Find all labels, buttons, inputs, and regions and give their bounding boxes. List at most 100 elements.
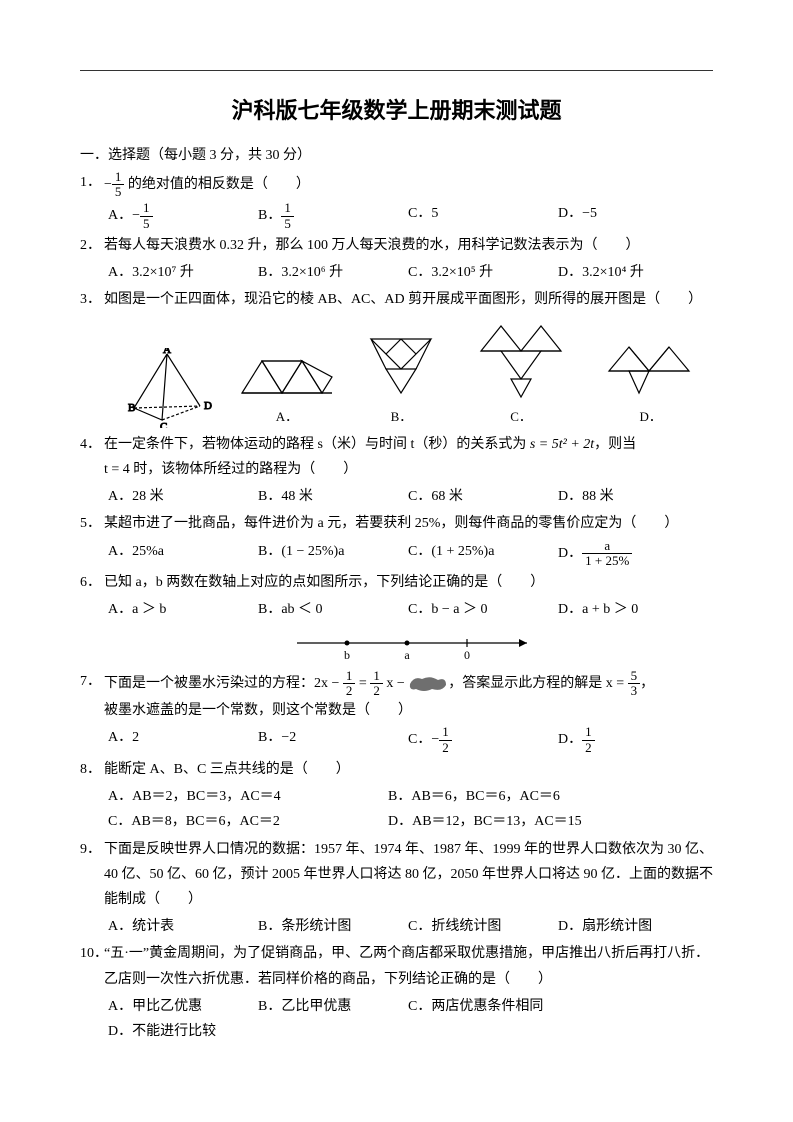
q4-option-a: A．28 米 (108, 484, 238, 509)
q10-number: 10． (80, 941, 108, 966)
q5-option-a: A．25%a (108, 539, 238, 569)
q2-option-a: A．3.2×10⁷ 升 (108, 260, 238, 285)
q10-option-a: A．甲比乙优惠 (108, 994, 238, 1019)
q10-option-c: C．两店优惠条件相同 (408, 994, 543, 1019)
q3-figure-a: A． (237, 353, 337, 428)
q5-option-d: D．a1 + 25% (558, 539, 688, 569)
q8-options: A．AB＝2，BC＝3，AC＝4 B．AB＝6，BC＝6，AC＝6 C．AB＝8… (108, 784, 713, 834)
question-10: 10． “五·一”黄金周期间，为了促销商品，甲、乙两个商店都采取优惠措施，甲店推… (80, 941, 713, 991)
q4-number: 4． (80, 432, 101, 457)
numberline-icon: b a 0 (287, 629, 547, 663)
q6-option-b: B．ab ＜ 0 (258, 597, 388, 622)
q3-figure-c: C． (466, 321, 576, 428)
question-6: 6． 已知 a，b 两数在数轴上对应的点如图所示，下列结论正确的是（ ） (80, 570, 713, 595)
q10-option-b: B．乙比甲优惠 (258, 994, 388, 1019)
q7-option-c: C．−12 (408, 725, 538, 755)
q8-option-c: C．AB＝8，BC＝6，AC＝2 (108, 809, 368, 834)
svg-text:A: A (163, 348, 171, 356)
q8-number: 8． (80, 757, 101, 782)
question-4: 4． 在一定条件下，若物体运动的路程 s（米）与时间 t（秒）的关系式为 s =… (80, 432, 713, 482)
net-d-icon (601, 341, 701, 401)
question-1: 1． −15 的绝对值的相反数是（ ） (80, 170, 713, 200)
q1-stem-post: 的绝对值的相反数是（ ） (124, 177, 310, 192)
net-a-icon (237, 353, 337, 401)
svg-text:D: D (204, 400, 212, 412)
q1-stem-pre: − (104, 177, 112, 192)
q1-option-b: B．15 (258, 201, 388, 231)
q6-options: A．a ＞ b B．ab ＜ 0 C．b − a ＞ 0 D．a + b ＞ 0 (108, 597, 713, 622)
q10-stem: “五·一”黄金周期间，为了促销商品，甲、乙两个商店都采取优惠措施，甲店推出八折后… (104, 946, 709, 986)
q2-number: 2． (80, 233, 101, 258)
ink-smudge-icon (408, 671, 448, 696)
q4-option-c: C．68 米 (408, 484, 538, 509)
q4-stem1: 在一定条件下，若物体运动的路程 s（米）与时间 t（秒）的关系式为 (104, 437, 530, 452)
svg-text:0: 0 (464, 648, 470, 662)
q6-numberline: b a 0 (120, 629, 713, 663)
q1-option-c: C．5 (408, 201, 538, 231)
q4-option-b: B．48 米 (258, 484, 388, 509)
q1-option-a: A．−15 (108, 201, 238, 231)
net-b-icon (361, 331, 441, 401)
q6-option-d: D．a + b ＞ 0 (558, 597, 688, 622)
q6-option-c: C．b − a ＞ 0 (408, 597, 538, 622)
q10-option-d: D．不能进行比较 (108, 1019, 238, 1044)
top-rule (80, 70, 713, 71)
q5-number: 5． (80, 511, 101, 536)
q2-option-c: C．3.2×10⁵ 升 (408, 260, 538, 285)
q9-options: A．统计表 B．条形统计图 C．折线统计图 D．扇形统计图 (108, 914, 713, 939)
q4-stem3: t = 4 时，该物体所经过的路程为（ ） (104, 462, 357, 477)
q9-option-c: C．折线统计图 (408, 914, 538, 939)
q2-option-b: B．3.2×10⁶ 升 (258, 260, 388, 285)
q7-stem2: 被墨水遮盖的是一个常数，则这个常数是（ ） (104, 703, 412, 718)
q9-number: 9． (80, 837, 101, 862)
q3-figures: A B C D A． B． C． (110, 321, 713, 428)
q7-option-a: A．2 (108, 725, 238, 755)
q8-option-d: D．AB＝12，BC＝13，AC＝15 (388, 809, 648, 834)
q4-option-d: D．88 米 (558, 484, 688, 509)
q1-frac: 15 (112, 170, 125, 200)
question-3: 3． 如图是一个正四面体，现沿它的棱 AB、AC、AD 剪开展成平面图形，则所得… (80, 287, 713, 312)
q6-number: 6． (80, 570, 101, 595)
q7-options: A．2 B．−2 C．−12 D．12 (108, 725, 713, 755)
q1-number: 1． (80, 170, 101, 195)
q10-options: A．甲比乙优惠 B．乙比甲优惠 C．两店优惠条件相同 D．不能进行比较 (108, 994, 713, 1044)
q5-stem: 某超市进了一批商品，每件进价为 a 元，若要获利 25%，则每件商品的零售价应定… (104, 516, 678, 531)
q8-stem: 能断定 A、B、C 三点共线的是（ ） (104, 762, 350, 777)
q8-option-b: B．AB＝6，BC＝6，AC＝6 (388, 784, 648, 809)
q7-option-d: D．12 (558, 725, 688, 755)
q7-option-b: B．−2 (258, 725, 388, 755)
q6-option-a: A．a ＞ b (108, 597, 238, 622)
q9-option-a: A．统计表 (108, 914, 238, 939)
question-8: 8． 能断定 A、B、C 三点共线的是（ ） (80, 757, 713, 782)
q3-figure-d: D． (601, 341, 701, 428)
q9-option-b: B．条形统计图 (258, 914, 388, 939)
tetrahedron-icon: A B C D (122, 348, 212, 428)
q7-stem-a: 下面是一个被墨水污染过的方程：2x − (104, 676, 343, 691)
svg-text:b: b (344, 648, 350, 662)
svg-text:C: C (160, 421, 167, 428)
q3-tetra: A B C D (122, 348, 212, 428)
q1-options: A．−15 B．15 C．5 D．−5 (108, 201, 713, 231)
q8-option-a: A．AB＝2，BC＝3，AC＝4 (108, 784, 368, 809)
q5-option-b: B．(1 − 25%)a (258, 539, 388, 569)
q3-number: 3． (80, 287, 101, 312)
q2-option-d: D．3.2×10⁴ 升 (558, 260, 688, 285)
q7-number: 7． (80, 669, 101, 694)
question-2: 2． 若每人每天浪费水 0.32 升，那么 100 万人每天浪费的水，用科学记数… (80, 233, 713, 258)
q5-option-c: C．(1 + 25%)a (408, 539, 538, 569)
q2-stem: 若每人每天浪费水 0.32 升，那么 100 万人每天浪费的水，用科学记数法表示… (104, 238, 640, 253)
question-9: 9． 下面是反映世界人口情况的数据：1957 年、1974 年、1987 年、1… (80, 837, 713, 913)
question-7: 7． 下面是一个被墨水污染过的方程：2x − 12 = 12 x − ，答案显示… (80, 669, 713, 724)
svg-text:B: B (128, 402, 135, 414)
q4-options: A．28 米 B．48 米 C．68 米 D．88 米 (108, 484, 713, 509)
q9-stem: 下面是反映世界人口情况的数据：1957 年、1974 年、1987 年、1999… (104, 842, 713, 907)
q3-figure-b: B． (361, 331, 441, 428)
q9-option-d: D．扇形统计图 (558, 914, 688, 939)
q4-stem2: ，则当 (594, 437, 636, 452)
svg-text:a: a (404, 648, 410, 662)
page-title: 沪科版七年级数学上册期末测试题 (80, 91, 713, 131)
q4-formula: s = 5t² + 2t (530, 437, 594, 452)
q5-options: A．25%a B．(1 − 25%)a C．(1 + 25%)a D．a1 + … (108, 539, 713, 569)
q6-stem: 已知 a，b 两数在数轴上对应的点如图所示，下列结论正确的是（ ） (104, 575, 544, 590)
q3-stem: 如图是一个正四面体，现沿它的棱 AB、AC、AD 剪开展成平面图形，则所得的展开… (104, 292, 702, 307)
